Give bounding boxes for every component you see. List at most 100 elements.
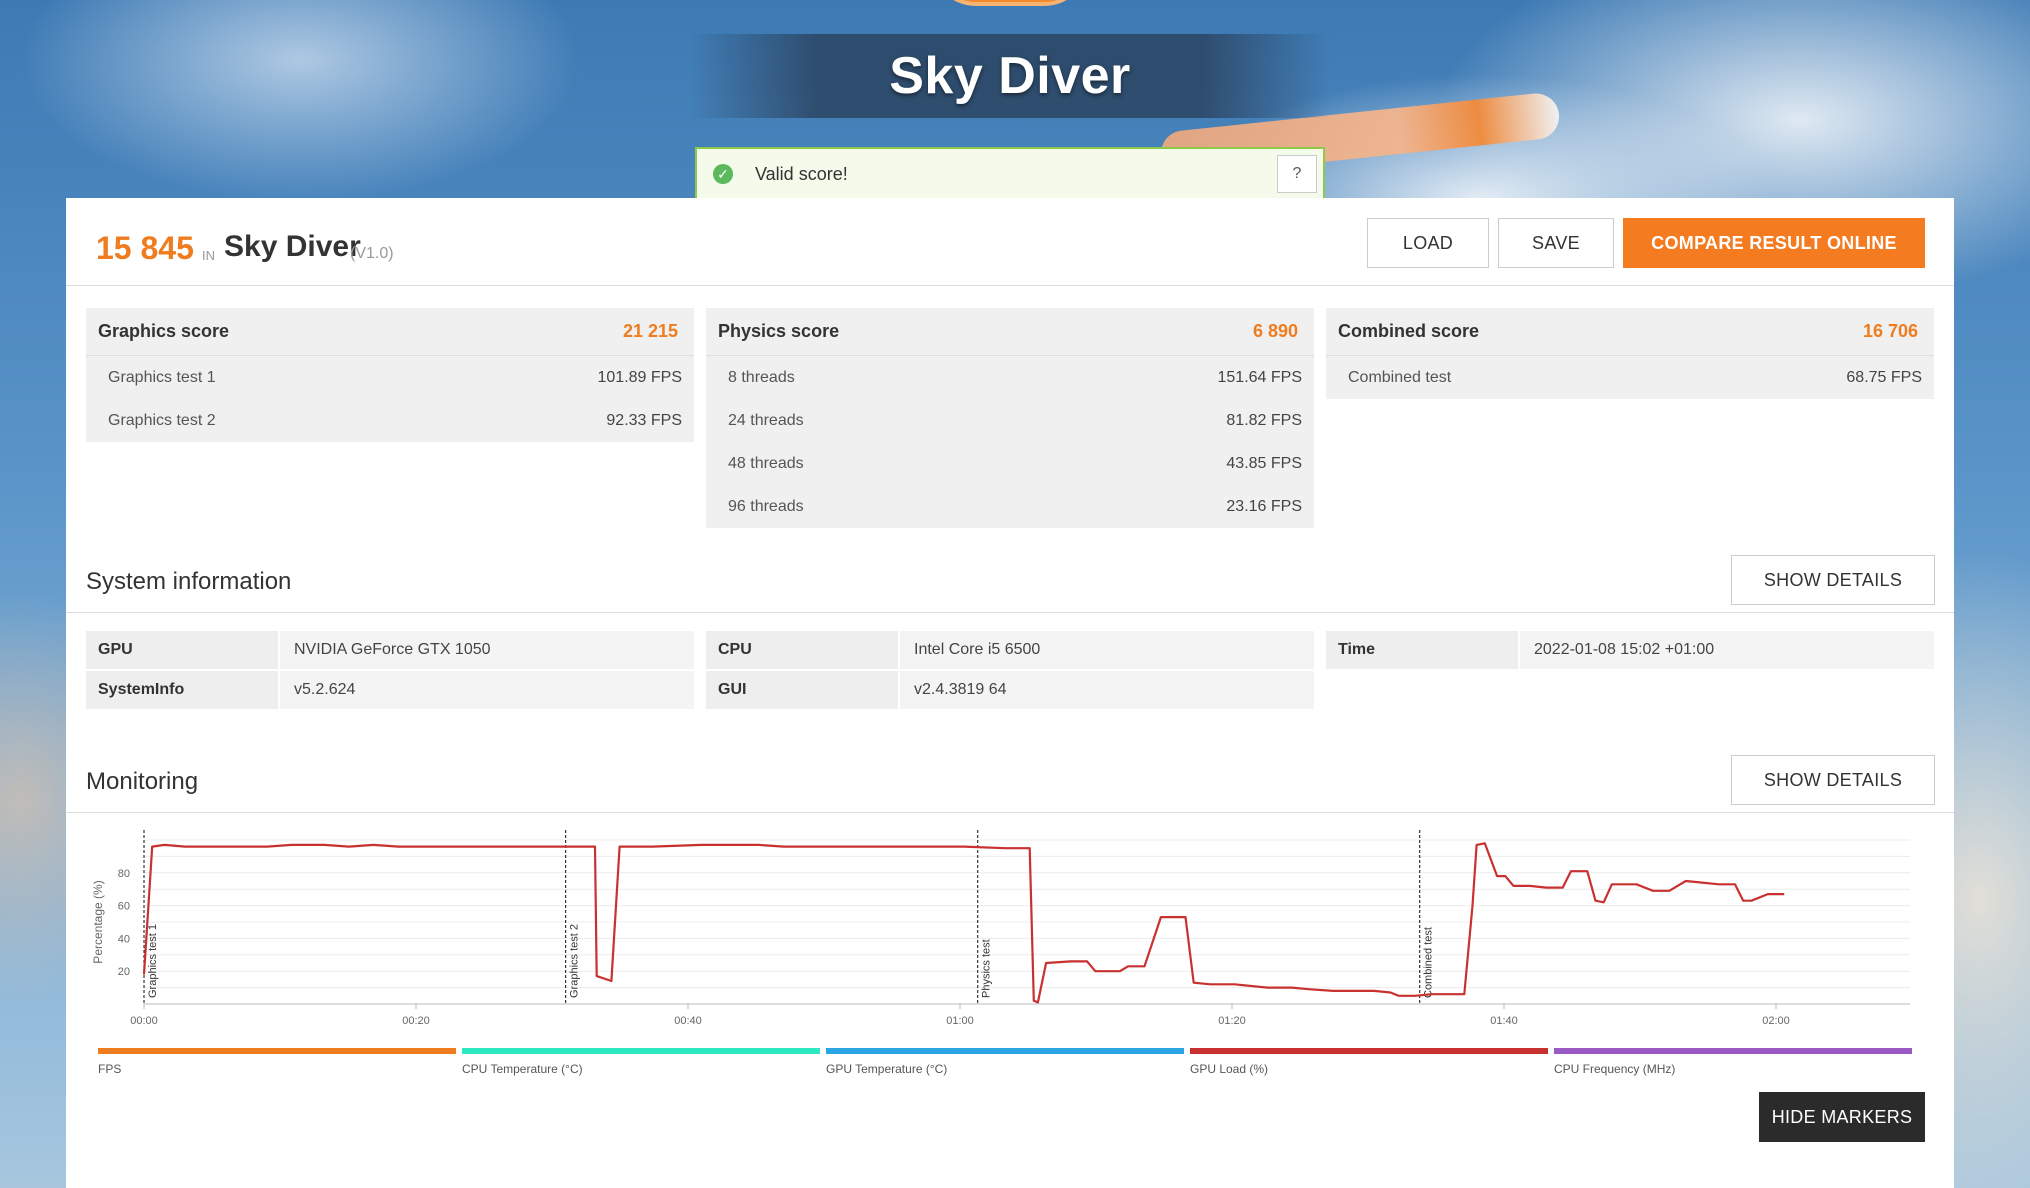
save-button[interactable]: SAVE [1498,218,1614,268]
physics-score-label: Physics score [718,321,840,341]
info-value: Intel Core i5 6500 [900,631,1314,669]
monitoring-chart-svg: 20 40 60 80 00:00 00:20 00:40 01:00 01:20 01:40 02… [91,830,1910,1027]
legend-item[interactable]: GPU Temperature (°C) [826,1048,1184,1078]
y-tick-label: 80 [118,868,130,880]
test-name: 96 threads [728,497,804,515]
x-tick-label: 00:20 [402,1015,430,1027]
system-info-time-table: Time 2022-01-08 15:02 +01:00 [1326,631,1934,671]
y-tick-label: 60 [118,901,130,913]
system-information-title: System information [86,568,292,595]
divider [66,812,1954,813]
test-fps: 151.64 FPS [1217,368,1303,386]
info-row: GPU NVIDIA GeForce GTX 1050 [86,631,694,669]
info-value: v2.4.3819 64 [900,671,1314,709]
gpu-load-series-line [142,842,1785,1004]
score-row: Graphics test 2 92.33 FPS [86,399,694,442]
system-show-details-button[interactable]: SHOW DETAILS [1731,555,1935,605]
info-key: GUI [706,671,898,709]
info-key: GPU [86,631,278,669]
x-tick-label: 00:00 [130,1015,158,1027]
legend-item[interactable]: GPU Load (%) [1190,1048,1548,1078]
test-name: 24 threads [728,411,804,429]
legend-label: GPU Temperature (°C) [826,1062,948,1076]
test-fps: 68.75 FPS [1846,368,1922,386]
legend-item[interactable]: CPU Temperature (°C) [462,1048,820,1078]
test-marker-label: Graphics test 1 [147,924,159,998]
legend-label: CPU Temperature (°C) [462,1062,583,1076]
score-row: 48 threads 43.85 FPS [706,442,1314,485]
system-info-gpu-table: GPU NVIDIA GeForce GTX 1050 SystemInfo v… [86,631,694,711]
monitoring-show-details-button[interactable]: SHOW DETAILS [1731,755,1935,805]
test-marker-label: Graphics test 2 [569,924,581,998]
monitoring-chart: 20 40 60 80 00:00 00:20 00:40 01:00 01:20 01:40 02… [80,818,1940,1058]
divider [66,612,1954,613]
test-fps: 81.82 FPS [1226,411,1302,429]
info-row: GUI v2.4.3819 64 [706,671,1314,709]
graphics-score-header: Graphics score 21 215 [86,308,694,356]
legend-swatch [1190,1048,1548,1054]
in-label: IN [202,248,215,263]
y-axis-label: Percentage (%) [91,880,105,963]
legend-item[interactable]: FPS [98,1048,456,1078]
info-key: SystemInfo [86,671,278,709]
info-value: 2022-01-08 15:02 +01:00 [1520,631,1934,669]
graphics-score-card: Graphics score 21 215 Graphics test 1 10… [86,308,694,442]
result-panel: 15 845 IN Sky Diver (V1.0) LOAD SAVE COM… [66,198,1954,1188]
test-name: Graphics test 2 [108,411,216,429]
logo-ring [930,0,1090,6]
score-row: 96 threads 23.16 FPS [706,485,1314,528]
test-fps: 23.16 FPS [1226,497,1302,515]
test-name: 48 threads [728,454,804,472]
score-row: 24 threads 81.82 FPS [706,399,1314,442]
help-button[interactable]: ? [1277,155,1317,193]
compare-result-online-button[interactable]: COMPARE RESULT ONLINE [1623,218,1925,268]
benchmark-version: (V1.0) [350,245,394,262]
legend-swatch [826,1048,1184,1054]
legend-swatch [1554,1048,1912,1054]
legend-item[interactable]: CPU Frequency (MHz) [1554,1048,1912,1078]
score-header: 15 845 IN Sky Diver (V1.0) LOAD SAVE COM… [66,198,1954,286]
legend-swatch [462,1048,820,1054]
x-tick-label: 01:00 [946,1015,974,1027]
score-row: Combined test 68.75 FPS [1326,356,1934,399]
x-tick-label: 01:20 [1218,1015,1246,1027]
graphics-score-value: 21 215 [622,321,678,341]
legend-label: CPU Frequency (MHz) [1554,1062,1676,1076]
combined-score-label: Combined score [1338,321,1480,341]
physics-score-value: 6 890 [1252,321,1298,341]
test-marker-label: Physics test [981,939,993,998]
test-fps: 92.33 FPS [606,411,682,429]
check-icon: ✓ [713,164,733,184]
legend-label: GPU Load (%) [1190,1062,1269,1076]
info-key: Time [1326,631,1518,669]
legend-label: FPS [98,1062,122,1076]
valid-score-text: Valid score! [755,163,848,184]
monitoring-title: Monitoring [86,768,199,795]
y-tick-label: 20 [118,966,130,978]
test-fps: 43.85 FPS [1226,454,1302,472]
combined-score-value: 16 706 [1862,321,1918,341]
test-name: Combined test [1348,368,1452,386]
test-name: Graphics test 1 [108,368,216,386]
combined-score-card: Combined score 16 706 Combined test 68.7… [1326,308,1934,399]
x-tick-label: 01:40 [1490,1015,1518,1027]
graphics-score-label: Graphics score [98,321,230,341]
physics-score-header: Physics score 6 890 [706,308,1314,356]
info-value: NVIDIA GeForce GTX 1050 [280,631,694,669]
hide-markers-button[interactable]: HIDE MARKERS [1759,1092,1925,1142]
x-tick-label: 00:40 [674,1015,702,1027]
load-button[interactable]: LOAD [1367,218,1489,268]
title-banner: Sky Diver [690,34,1330,118]
info-row: CPU Intel Core i5 6500 [706,631,1314,669]
test-marker-label: Combined test [1423,927,1435,998]
overall-score: 15 845 [96,230,194,266]
system-info-cpu-table: CPU Intel Core i5 6500 GUI v2.4.3819 64 [706,631,1314,711]
info-row: SystemInfo v5.2.624 [86,671,694,709]
valid-score-banner: ✓ Valid score! ? [695,147,1325,199]
physics-score-card: Physics score 6 890 8 threads 151.64 FPS… [706,308,1314,528]
legend-swatch [98,1048,456,1054]
page-title: Sky Diver [889,47,1131,105]
info-value: v5.2.624 [280,671,694,709]
test-fps: 101.89 FPS [597,368,683,386]
benchmark-name: Sky Diver [224,230,361,263]
